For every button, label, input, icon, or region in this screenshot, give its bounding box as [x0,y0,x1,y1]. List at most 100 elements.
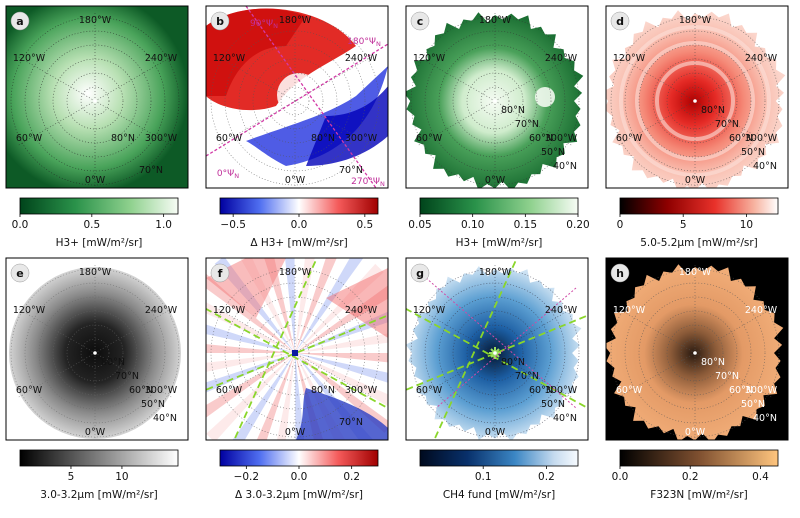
panel-letter-badge [410,263,430,283]
lon-label: 0°W [285,175,306,186]
lat-label: 70°N [515,371,539,382]
lon-label: 240°W [345,305,378,316]
colorbar-tick-label: 0.5 [356,219,373,231]
lon-label: 0°W [685,427,706,438]
panel-b: 180°W 120°W 240°W 60°W 300°W 0°W 80°N 70°N 90°ΨN… [205,5,389,249]
panel-d: 180°W 120°W 240°W 60°W 300°W 0°W 80°N 70°N 60°N 5… [605,5,789,249]
lat-circle [452,310,538,396]
colorbar-tick-label: 0.5 [83,219,100,231]
lat-circle [52,58,138,144]
colorbar-label: H3+ [mW/m²/sr] [456,237,543,249]
lat-circle [280,338,310,368]
lon-label: 240°W [345,53,378,64]
dashed-green-line [233,258,318,440]
colorbar-tick-label: 0 [617,219,624,231]
lon-line [16,55,96,102]
lon-label: 0°W [685,175,706,186]
lon-label: 300°W [745,133,778,144]
lat-label: 80°N [701,357,725,368]
lat-circle [38,44,152,158]
panel-frame [205,5,389,189]
colorbar-tick-label: 0.0 [291,471,308,483]
lat-circle [252,58,338,144]
heatmap-streak [206,273,295,353]
lat-circle [280,86,310,116]
colorbar-tick-label: 10 [740,219,753,231]
lat-label: 70°N [715,119,739,130]
dashed-green-line [406,314,588,391]
heatmap-streak [295,353,388,383]
colorbar-tick-label: 0.0 [12,219,29,231]
lon-label: 60°W [416,133,443,144]
pole-marker [493,99,497,103]
lon-line [94,55,174,102]
panel-letter-badge [610,11,630,31]
lon-label: 120°W [413,53,446,64]
lat-label: 80°N [101,357,125,368]
heatmap-streak [206,353,295,440]
lon-label: 120°W [213,53,246,64]
lat-label: 80°N [701,105,725,116]
psi-label: 270°ΨN [351,177,385,188]
panel-letter: c [417,15,424,28]
lat-circle [666,324,724,382]
colorbar-label: H3+ [mW/m²/sr] [56,237,143,249]
lon-label: 300°W [545,385,578,396]
panel-frame [405,257,589,441]
lat-circle [652,310,738,396]
lat-label: 60°N [529,133,553,144]
colorbar [19,197,179,215]
lon-label: 300°W [145,133,178,144]
lon-label: 120°W [13,305,46,316]
heatmap-streak [295,258,364,353]
lat-label: 60°N [529,385,553,396]
lat-circle [624,30,766,172]
lat-circle [238,44,352,158]
psi-axis-line [435,287,577,409]
lat-circle [252,310,338,396]
lon-label: 240°W [545,53,578,64]
lon-label: 180°W [79,267,112,278]
lon-label: 240°W [145,53,178,64]
heatmap-streak [295,353,305,440]
lon-line [94,352,174,399]
pole-marker [93,99,97,103]
lon-line [94,307,174,354]
colorbar [619,449,779,467]
colorbar-label: CH4 fund [mW/m²/sr] [443,489,555,501]
colorbar [219,449,379,467]
center-marker [292,350,298,356]
colorbar-label: F323N [mW/m²/sr] [650,489,747,501]
colorbar [619,197,779,215]
heatmap-streak [295,353,388,363]
psi-label: 90°ΨN [250,19,278,30]
pole-marker [493,351,497,355]
lat-label: 50°N [541,399,565,410]
colorbar [19,449,179,467]
lat-circle [80,338,110,368]
lon-label: 60°W [216,133,243,144]
colorbar-tick-label: 0.4 [752,471,769,483]
lon-line [16,352,96,399]
lat-circle [224,282,366,424]
panel-g: 180°W 120°W 240°W 60°W 300°W 0°W 80°N 70°N 60°N 5… [405,257,589,501]
lat-circle [424,30,566,172]
heatmap-streak [295,258,337,353]
panel-letter-badge [10,263,30,283]
lat-circle [38,296,152,410]
lat-label: 50°N [141,399,165,410]
lat-label: 70°N [339,417,363,428]
lon-label: 300°W [145,385,178,396]
colorbar-tick-label: −0.5 [220,219,246,231]
graticule [10,263,180,440]
panel-c: 180°W 120°W 240°W 60°W 300°W 0°W 80°N 70°N 60°N 5… [405,5,590,249]
lat-circle [266,72,324,130]
lon-label: 240°W [745,305,778,316]
heatmap-blue-region [246,66,388,166]
heatmap-streak [206,353,295,418]
lat-circle [66,324,124,382]
lat-label: 50°N [541,147,565,158]
panel-frame [405,5,589,189]
colorbar [419,449,579,467]
